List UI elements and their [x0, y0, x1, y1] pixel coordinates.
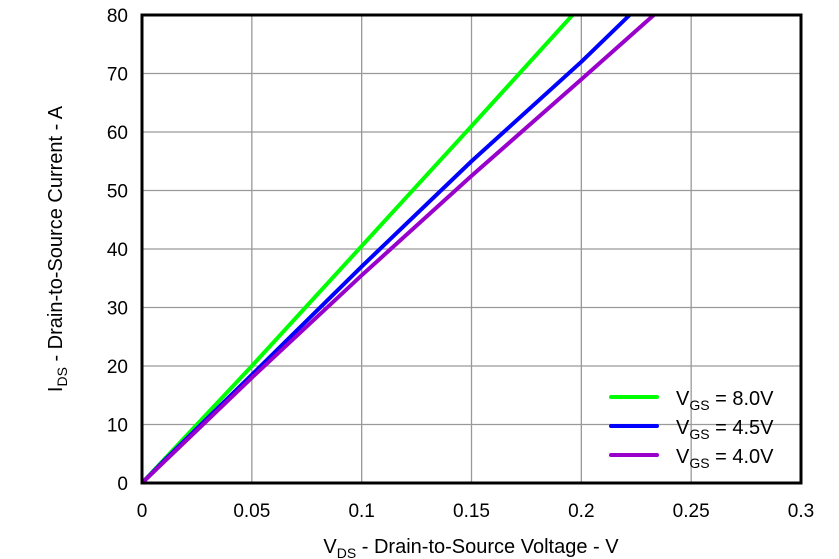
x-tick-label: 0.25: [673, 501, 710, 522]
plot-frame: [140, 13, 803, 485]
y-axis-label: IDS - Drain-to-Source Current - A: [45, 105, 70, 392]
x-tick-labels: 0 0.05 0.1 0.15 0.2 0.25 0.3: [137, 501, 815, 522]
legend: VGS = 8.0V VGS = 4.5V VGS = 4.0V: [609, 388, 774, 471]
x-tick-label: 0.15: [453, 501, 490, 522]
y-tick-label: 20: [107, 357, 128, 378]
data-series: [140, 13, 656, 485]
grid-lines: [141, 14, 802, 484]
x-tick-label: 0.05: [233, 501, 270, 522]
legend-label: VGS = 8.0V: [676, 388, 774, 413]
y-tick-label: 70: [107, 65, 128, 86]
series-line: [140, 13, 656, 485]
x-tick-label: 0.2: [568, 501, 594, 522]
y-tick-label: 60: [107, 123, 128, 144]
y-tick-label: 0: [117, 474, 128, 495]
y-tick-label: 10: [107, 416, 128, 437]
y-tick-label: 30: [107, 299, 128, 320]
y-tick-label: 40: [107, 240, 128, 261]
x-tick-label: 0: [137, 501, 148, 522]
legend-label: VGS = 4.5V: [676, 417, 774, 442]
legend-label: VGS = 4.0V: [676, 446, 774, 471]
x-tick-label: 0.1: [348, 501, 374, 522]
y-tick-label: 80: [107, 6, 128, 27]
x-tick-label: 0.3: [788, 501, 814, 522]
y-tick-label: 50: [107, 182, 128, 203]
x-axis-label: VDS - Drain-to-Source Voltage - V: [323, 536, 619, 559]
y-tick-labels: 0 10 20 30 40 50 60 70 80: [107, 6, 128, 495]
